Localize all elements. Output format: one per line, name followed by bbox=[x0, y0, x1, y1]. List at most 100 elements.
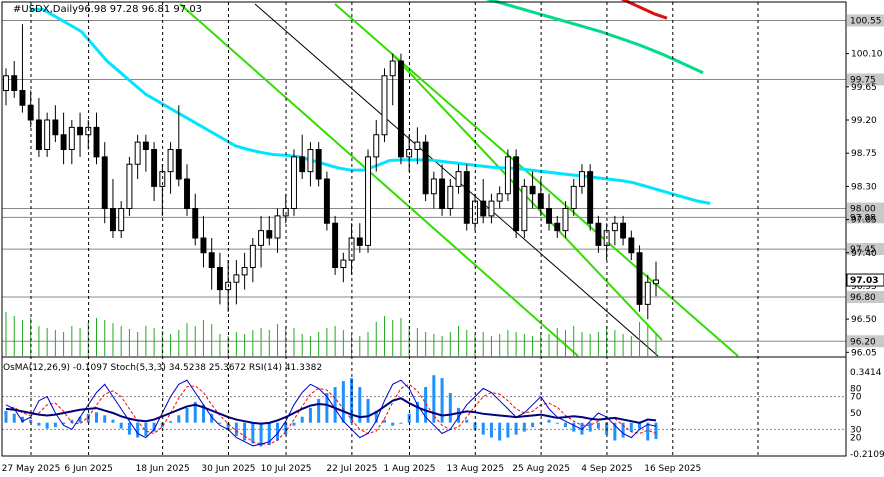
candle-bear bbox=[77, 126, 84, 136]
osma-bar bbox=[580, 422, 584, 435]
candle-bear bbox=[323, 178, 330, 224]
osma-bar bbox=[374, 410, 378, 423]
candle-bear bbox=[315, 149, 322, 180]
chart-symbol-label: #USDX,Daily bbox=[13, 4, 78, 15]
date-tick-label: 22 Jul 2025 bbox=[326, 464, 377, 474]
price-tick-label: 96.05 bbox=[851, 348, 877, 358]
candle-bear bbox=[151, 149, 158, 187]
osma-bar bbox=[522, 422, 526, 432]
osma-bar bbox=[325, 392, 329, 423]
candle-bull bbox=[365, 156, 371, 246]
osma-bar bbox=[473, 422, 477, 431]
candle-bull bbox=[562, 208, 569, 232]
osma-bar bbox=[292, 422, 296, 426]
candle-bear bbox=[299, 156, 306, 173]
stoch-signal-line bbox=[5, 383, 657, 445]
osma-bar bbox=[358, 387, 362, 423]
candle-bull bbox=[307, 149, 314, 173]
price-level-label: 96.20 bbox=[850, 337, 876, 347]
osma-bar bbox=[465, 419, 469, 423]
osma-bar bbox=[613, 422, 617, 441]
oscillator-panel bbox=[2, 375, 846, 447]
osma-bar bbox=[498, 422, 502, 441]
osma-bar bbox=[259, 422, 263, 447]
candle-bear bbox=[439, 178, 446, 209]
candle-bull bbox=[455, 171, 462, 187]
candle-bull bbox=[258, 230, 265, 246]
candle-bear bbox=[554, 222, 561, 232]
osma-bar bbox=[20, 416, 24, 423]
osma-bar bbox=[432, 375, 436, 423]
candle-bull bbox=[570, 185, 577, 209]
osma-bar bbox=[276, 422, 280, 441]
price-tick-label: 98.30 bbox=[851, 182, 877, 192]
osc-tick-label: 70 bbox=[850, 393, 862, 403]
osma-bar bbox=[382, 419, 386, 423]
ma-mid-line bbox=[485, 0, 704, 75]
candle-bear bbox=[620, 222, 627, 239]
osma-bar bbox=[4, 410, 8, 423]
price-level-tag bbox=[847, 335, 884, 348]
osma-bar bbox=[267, 422, 271, 445]
candle-bear bbox=[216, 267, 223, 291]
osma-bar bbox=[308, 407, 312, 423]
osma-bar bbox=[210, 413, 214, 423]
price-level-label: 100.55 bbox=[850, 16, 882, 26]
candle-bull bbox=[134, 141, 141, 165]
candle-bull bbox=[578, 171, 585, 187]
date-tick-label: 10 Jul 2025 bbox=[261, 464, 312, 474]
rsi-line bbox=[5, 397, 657, 425]
date-tick-label: 4 Sep 2025 bbox=[581, 464, 632, 474]
osma-bar bbox=[572, 422, 576, 432]
candle-bull bbox=[126, 163, 133, 209]
price-level-tag bbox=[847, 14, 884, 27]
osc-tick-label: 50 bbox=[850, 409, 862, 419]
candle-bull bbox=[3, 75, 9, 91]
osma-bar bbox=[646, 422, 650, 441]
candle-bear bbox=[93, 126, 100, 158]
candle-bull bbox=[496, 193, 503, 202]
osma-bar bbox=[638, 422, 642, 429]
osma-bar bbox=[555, 422, 559, 424]
candle-bear bbox=[332, 222, 339, 268]
candle-bear bbox=[184, 178, 190, 209]
date-tick-label: 13 Aug 2025 bbox=[446, 464, 504, 474]
price-level-tag bbox=[847, 73, 884, 86]
date-tick-label: 30 Jun 2025 bbox=[201, 464, 255, 474]
candle-bull bbox=[644, 281, 651, 305]
candle-bear bbox=[628, 237, 635, 254]
candle-bull bbox=[653, 279, 659, 285]
price-level-label: 97.88 bbox=[850, 213, 876, 223]
candle-bear bbox=[266, 230, 273, 239]
date-tick-label: 18 Jun 2025 bbox=[136, 464, 190, 474]
osma-bar bbox=[596, 422, 600, 429]
candle-bull bbox=[381, 75, 388, 136]
price-tick-label: 99.65 bbox=[851, 83, 877, 93]
candle-bull bbox=[167, 149, 174, 173]
price-level-label: 97.45 bbox=[850, 245, 876, 255]
price-level-label: 96.80 bbox=[850, 293, 876, 303]
candle-bear bbox=[422, 141, 429, 195]
osma-bar bbox=[95, 412, 99, 423]
price-panel bbox=[2, 0, 846, 357]
candle-bull bbox=[118, 208, 125, 232]
osma-bar bbox=[45, 422, 49, 429]
osma-bar bbox=[424, 387, 428, 423]
price-tick-label: 96.95 bbox=[851, 282, 877, 292]
candle-bear bbox=[60, 134, 67, 150]
ma-long-line bbox=[620, 0, 668, 20]
osma-bar bbox=[317, 398, 321, 423]
candle-bear bbox=[101, 156, 108, 209]
osc-tick-label: 30 bbox=[850, 425, 862, 435]
price-tick-label: 100.10 bbox=[851, 50, 883, 60]
osma-bar bbox=[251, 422, 255, 444]
osma-bar bbox=[563, 422, 567, 428]
price-level-tag bbox=[847, 291, 884, 303]
stoch-main-line bbox=[5, 379, 657, 447]
osma-bar bbox=[366, 398, 370, 423]
osma-bar bbox=[169, 421, 173, 423]
date-tick-label: 25 Aug 2025 bbox=[512, 464, 570, 474]
candle-bull bbox=[373, 134, 380, 158]
